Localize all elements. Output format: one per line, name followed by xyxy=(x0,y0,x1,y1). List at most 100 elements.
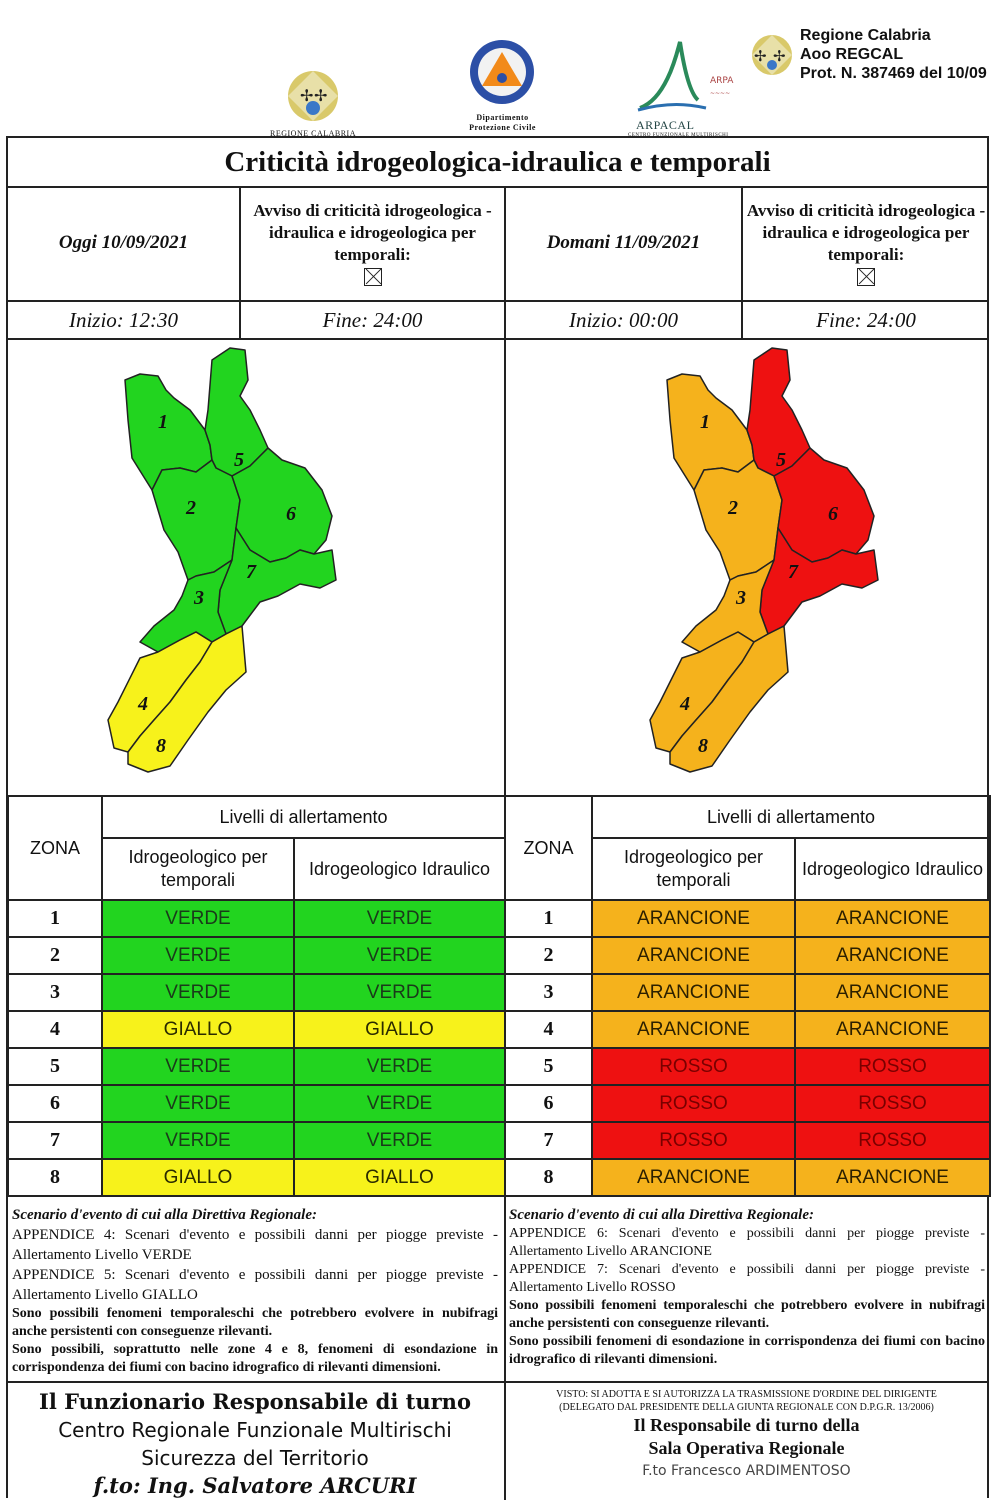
idraulico-level-cell: ARANCIONE xyxy=(794,973,991,1012)
today-start: Inizio: 12:30 xyxy=(68,307,179,332)
map-zone-label: 6 xyxy=(828,503,838,525)
scenario-appendix-7: APPENDICE 7: Scenari d'evento e possibil… xyxy=(509,1262,985,1295)
temporali-header: Idrogeologico per temporali xyxy=(591,837,796,901)
signature-left-name: f.to: Ing. Salvatore ARCURI xyxy=(93,1473,417,1498)
svg-text:✢: ✢ xyxy=(754,47,767,65)
table-row: 4 GIALLO GIALLO xyxy=(7,1010,506,1049)
idraulico-level-cell: VERDE xyxy=(293,973,506,1012)
table-row: 3 VERDE VERDE xyxy=(7,973,506,1012)
scenario-note-floods: Sono possibili, soprattutto nelle zone 4… xyxy=(12,1342,498,1375)
signature-right-role-1: Il Responsabile di turno della xyxy=(633,1415,860,1435)
temporali-level-cell: GIALLO xyxy=(101,1010,295,1049)
zone-number-cell: 6 xyxy=(7,1084,103,1123)
zone-number-cell: 2 xyxy=(504,936,593,975)
today-avviso-text: Avviso di criticità idrogeologica - idra… xyxy=(253,201,492,264)
scenario-note-storms: Sono possibili fenomeni temporaleschi ch… xyxy=(509,1298,985,1331)
page-title: Criticità idrogeologica-idraulica e temp… xyxy=(224,146,771,178)
table-row: 6 ROSSO ROSSO xyxy=(504,1084,991,1123)
temporali-level-cell: ROSSO xyxy=(591,1047,796,1086)
tomorrow-alert-rows: 1 ARANCIONE ARANCIONE 2 ARANCIONE ARANCIONE 3 A… xyxy=(504,899,991,1197)
temporali-level-cell: VERDE xyxy=(101,1121,295,1160)
idraulico-level-cell: VERDE xyxy=(293,1084,506,1123)
today-end: Fine: 24:00 xyxy=(322,307,423,332)
today-date: Oggi 10/09/2021 xyxy=(58,232,189,253)
scenario-appendix-6: APPENDICE 6: Scenari d'evento e possibil… xyxy=(509,1226,985,1259)
scenario-heading: Scenario d'evento di cui alla Direttiva … xyxy=(509,1207,814,1223)
idraulico-level-cell: ARANCIONE xyxy=(794,936,991,975)
idraulico-level-cell: ARANCIONE xyxy=(794,1158,991,1197)
svg-text:✢: ✢ xyxy=(314,86,327,105)
zone-number-cell: 8 xyxy=(7,1158,103,1197)
map-zone-2 xyxy=(151,459,241,581)
today-alert-table: ZONA Livelli di allertamento Idrogeologi… xyxy=(7,795,506,1197)
protezione-civile-logo: Dipartimento Protezione Civile xyxy=(455,38,550,134)
idraulico-level-cell: ARANCIONE xyxy=(794,899,991,938)
arpacal-text: ARPACAL xyxy=(636,118,695,132)
scenario-heading: Scenario d'evento di cui alla Direttiva … xyxy=(12,1207,317,1223)
checked-box-icon xyxy=(363,268,382,286)
table-row: 8 ARANCIONE ARANCIONE xyxy=(504,1158,991,1197)
signature-left: Il Funzionario Responsabile di turno Cen… xyxy=(8,1388,502,1500)
protocol-emblem-icon: ✢ ✢ xyxy=(748,30,796,80)
temporali-header: Idrogeologico per temporali xyxy=(101,837,295,901)
protezione-civile-text-1: Dipartimento xyxy=(476,113,529,122)
temporali-level-cell: VERDE xyxy=(101,1084,295,1123)
protocol-region: Regione Calabria xyxy=(800,27,931,44)
protezione-civile-text-2: Protezione Civile xyxy=(469,123,536,132)
tomorrow-calabria-map: 1 2 3 4 5 6 7 8 xyxy=(649,347,879,773)
map-zone-label: 7 xyxy=(246,561,257,583)
idraulico-header: Idrogeologico Idraulico xyxy=(293,837,506,901)
livelli-header: Livelli di allertamento xyxy=(591,795,991,839)
idraulico-level-cell: VERDE xyxy=(293,1047,506,1086)
idraulico-level-cell: ARANCIONE xyxy=(794,1010,991,1049)
zone-number-cell: 5 xyxy=(7,1047,103,1086)
map-zone-label: 5 xyxy=(776,449,786,471)
arpacal-logo: ARPA ~~~~ ARPACAL CENTRO FUNZIONALE MULT… xyxy=(628,38,773,138)
zone-number-cell: 6 xyxy=(504,1084,593,1123)
scenario-note-storms: Sono possibili fenomeni temporaleschi ch… xyxy=(12,1306,498,1339)
today-alert-rows: 1 VERDE VERDE 2 VERDE VERDE 3 VERDE VERDE 4 GIALLO… xyxy=(7,899,506,1197)
zone-number-cell: 8 xyxy=(504,1158,593,1197)
signature-right-note-2: (DELEGATO DAL PRESIDENTE DELLA GIUNTA RE… xyxy=(559,1402,934,1413)
today-scenario: Scenario d'evento di cui alla Direttiva … xyxy=(12,1205,498,1377)
map-zone-label: 7 xyxy=(788,561,799,583)
zone-number-cell: 3 xyxy=(7,973,103,1012)
signature-left-role: Il Funzionario Responsabile di turno xyxy=(39,1389,471,1414)
protocol-stamp: Regione Calabria Aoo REGCAL Prot. N. 387… xyxy=(800,26,987,83)
idraulico-level-cell: VERDE xyxy=(293,936,506,975)
table-row: 1 VERDE VERDE xyxy=(7,899,506,938)
regione-calabria-logo: ✢ ✢ REGIONE CALABRIA xyxy=(258,68,368,138)
arpacal-sub: CENTRO FUNZIONALE MULTIRISCHI xyxy=(628,133,729,138)
map-zone-label: 3 xyxy=(735,587,746,609)
map-zone-label: 4 xyxy=(137,693,148,715)
tomorrow-scenario: Scenario d'evento di cui alla Direttiva … xyxy=(509,1205,985,1369)
map-zone-8 xyxy=(669,625,789,773)
temporali-level-cell: ARANCIONE xyxy=(591,936,796,975)
temporali-level-cell: VERDE xyxy=(101,899,295,938)
table-row: 2 ARANCIONE ARANCIONE xyxy=(504,936,991,975)
checked-box-icon xyxy=(857,268,875,286)
temporali-level-cell: VERDE xyxy=(101,936,295,975)
arpacal-emblem-icon: ARPA ~~~~ xyxy=(637,41,734,112)
idraulico-level-cell: GIALLO xyxy=(293,1158,506,1197)
temporali-level-cell: GIALLO xyxy=(101,1158,295,1197)
map-zone-8 xyxy=(127,625,247,773)
signature-right-note-1: VISTO: SI ADOTTA E SI AUTORIZZA LA TRASM… xyxy=(556,1389,937,1400)
zone-number-cell: 7 xyxy=(7,1121,103,1160)
table-row: 5 VERDE VERDE xyxy=(7,1047,506,1086)
map-zone-label: 3 xyxy=(193,587,204,609)
map-zone-label: 2 xyxy=(727,497,738,519)
temporali-level-cell: ARANCIONE xyxy=(591,899,796,938)
signature-right-role-2: Sala Operativa Regionale xyxy=(648,1438,845,1458)
tomorrow-avviso-cell: Avviso di criticità idrogeologica - idra… xyxy=(743,186,989,300)
temporali-level-cell: ROSSO xyxy=(591,1084,796,1123)
zone-number-cell: 2 xyxy=(7,936,103,975)
scenario-appendix-5: APPENDICE 5: Scenari d'evento e possibil… xyxy=(12,1267,498,1303)
map-zone-label: 2 xyxy=(185,497,196,519)
zone-number-cell: 4 xyxy=(7,1010,103,1049)
idraulico-header: Idrogeologico Idraulico xyxy=(794,837,991,901)
today-calabria-map: 1 2 3 4 5 6 7 8 xyxy=(107,347,337,773)
regione-calabria-logo-text: REGIONE CALABRIA xyxy=(270,129,356,138)
signature-left-department: Sicurezza del Territorio xyxy=(141,1446,369,1470)
signature-divider xyxy=(7,1381,989,1383)
